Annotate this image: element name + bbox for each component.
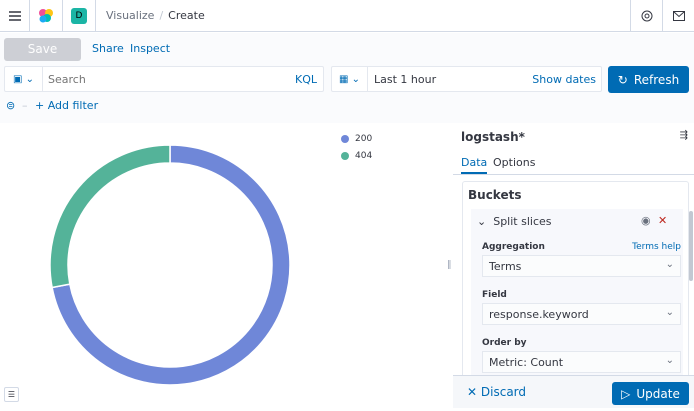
aggregation-select[interactable]: Terms ⌄ [482, 255, 681, 277]
chevron-down-icon: ⌄ [665, 307, 674, 318]
terms-help-link[interactable]: Terms help [632, 242, 681, 252]
donut-svg [49, 144, 291, 386]
header-bar: D Visualize / Create [0, 0, 694, 32]
chevron-down-icon: ⌄ [665, 259, 674, 270]
breadcrumb: Visualize / Create [106, 9, 205, 22]
order-by-label: Order by [482, 338, 527, 348]
agg-toggle[interactable]: ⌄ Split slices [477, 215, 552, 228]
resize-handle[interactable]: ‖ [447, 260, 452, 270]
help-icon[interactable] [630, 0, 662, 32]
show-dates-link[interactable]: Show dates [532, 72, 596, 86]
eye-icon[interactable]: ◉ [641, 214, 651, 227]
legend-dot [341, 134, 349, 143]
tab-options[interactable]: Options [493, 156, 536, 169]
close-icon: ✕ [467, 385, 478, 399]
discard-button[interactable]: ✕ Discard [467, 385, 527, 399]
search-bar: ▣ ⌄ KQL [4, 66, 324, 92]
query-bar: Save Share Inspect ▣ ⌄ KQL ▦ ⌄ Last 1 ho… [0, 33, 694, 123]
aggregation-label: Aggregation [482, 242, 545, 252]
legend-dot [341, 151, 349, 160]
field-label: Field [482, 290, 507, 300]
refresh-icon: ↻ [617, 72, 628, 87]
chevron-down-icon: ⌄ [477, 215, 487, 228]
buckets-section: Buckets ⌄ Split slices ◉ ✕ Aggregation T… [462, 181, 689, 381]
pie-slice-404[interactable] [49, 144, 171, 289]
chevron-down-icon: ⌄ [665, 355, 674, 366]
search-input[interactable] [43, 72, 295, 86]
remove-icon[interactable]: ✕ [658, 214, 668, 227]
editor-panel: logstash* ⇶ Data Options Buckets ⌄ Split… [453, 123, 694, 408]
save-button[interactable]: Save [4, 38, 81, 61]
kibana-logo-icon[interactable] [30, 0, 63, 32]
legend-item-404[interactable]: 404 [341, 147, 372, 164]
breadcrumb-visualize[interactable]: Visualize [106, 9, 155, 22]
share-link[interactable]: Share [92, 42, 124, 55]
saved-query-icon[interactable]: ▣ ⌄ [5, 67, 43, 91]
pie-chart: ☰ [0, 123, 446, 408]
legend-toggle-icon[interactable]: ☰ [4, 387, 19, 402]
space-avatar[interactable]: D [63, 0, 96, 32]
legend-item-200[interactable]: 200 [341, 130, 372, 147]
split-slices-agg: ⌄ Split slices ◉ ✕ Aggregation Terms hel… [471, 209, 683, 380]
add-filter-link[interactable]: + Add filter [35, 99, 99, 112]
pie-slice-200[interactable] [51, 144, 291, 386]
inspect-link[interactable]: Inspect [130, 42, 171, 55]
kql-toggle[interactable]: KQL [295, 72, 317, 86]
index-pattern-title: logstash* [461, 130, 525, 144]
menu-icon[interactable] [0, 0, 30, 32]
breadcrumb-create: Create [168, 9, 205, 22]
chart-legend: 200 404 [341, 130, 372, 164]
editor-footer: ✕ Discard ▷ Update [453, 375, 694, 408]
scrollbar[interactable] [689, 211, 693, 281]
mail-icon[interactable] [662, 0, 694, 32]
field-select[interactable]: response.keyword ⌄ [482, 303, 681, 325]
time-range[interactable]: Last 1 hour [374, 72, 437, 86]
editor-tabs: Data Options [453, 153, 694, 175]
order-by-select[interactable]: Metric: Count ⌄ [482, 351, 681, 373]
play-icon: ▷ [621, 386, 631, 401]
update-button[interactable]: ▷ Update [612, 382, 689, 405]
refresh-button[interactable]: ↻ Refresh [608, 66, 689, 93]
calendar-icon[interactable]: ▦ ⌄ [332, 67, 368, 91]
tab-data[interactable]: Data [461, 156, 488, 174]
filter-icon[interactable]: ⊜ [6, 99, 16, 112]
collapse-sidebar-icon[interactable]: ⇶ [679, 130, 688, 141]
date-picker: ▦ ⌄ Last 1 hour Show dates [331, 66, 602, 92]
buckets-title: Buckets [468, 188, 522, 202]
